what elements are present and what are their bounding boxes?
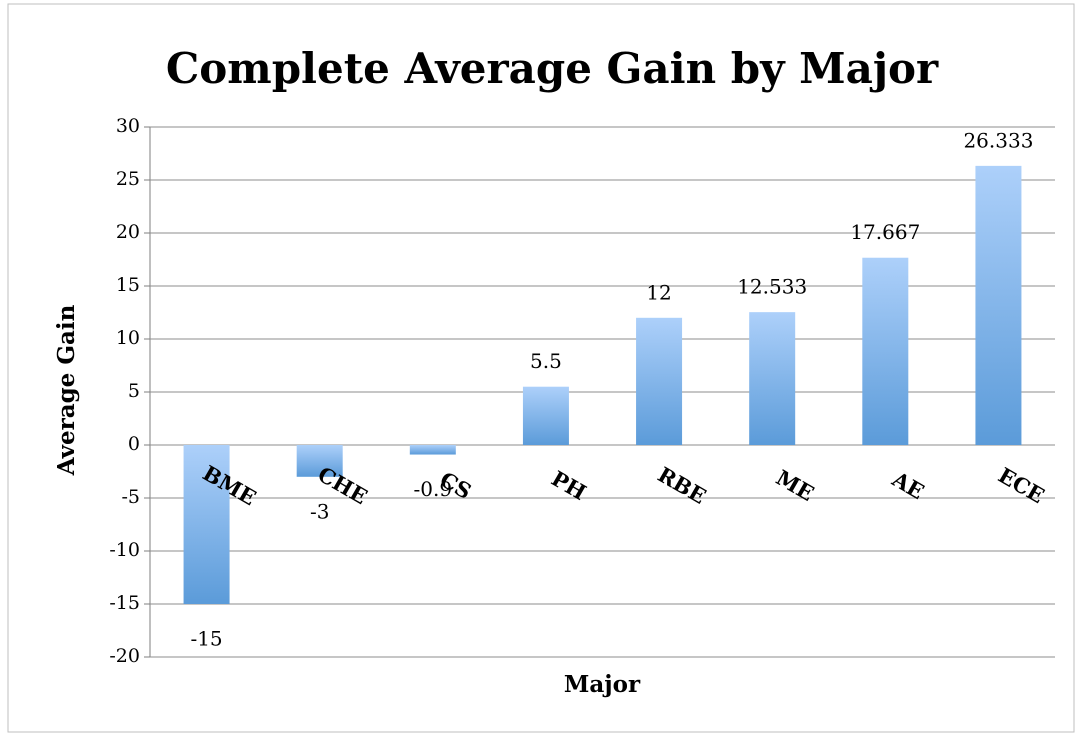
y-axis-label: Average Gain (53, 304, 80, 476)
data-label: 5.5 (530, 349, 562, 373)
bar (749, 312, 796, 445)
y-tick-label: -5 (121, 486, 140, 508)
x-axis-label: Major (564, 671, 641, 698)
y-tick-label: -10 (109, 539, 140, 561)
data-label: 12 (646, 280, 671, 304)
y-tick-label: 0 (128, 433, 140, 455)
y-tick-label: -15 (109, 592, 140, 614)
bar (296, 445, 343, 477)
data-label: 17.667 (850, 220, 920, 244)
data-label: -15 (190, 627, 222, 651)
bar (522, 386, 569, 445)
y-tick-label: 15 (116, 274, 140, 296)
y-tick-label: 20 (116, 221, 140, 243)
data-label: 26.333 (963, 128, 1033, 152)
y-tick-label: -20 (109, 645, 140, 667)
data-label: -3 (310, 499, 329, 523)
y-tick-label: 10 (116, 327, 140, 349)
bar (636, 317, 683, 445)
bar (183, 445, 230, 604)
data-label: -0.9 (414, 477, 453, 501)
y-tick-label: 25 (116, 168, 140, 190)
chart-title: Complete Average Gain by Major (166, 44, 939, 93)
bar (409, 445, 456, 455)
data-label: 12.533 (737, 275, 807, 299)
y-tick-label: 5 (128, 380, 140, 402)
bar (862, 257, 909, 445)
y-tick-label: 30 (116, 115, 140, 137)
bar (975, 165, 1022, 446)
